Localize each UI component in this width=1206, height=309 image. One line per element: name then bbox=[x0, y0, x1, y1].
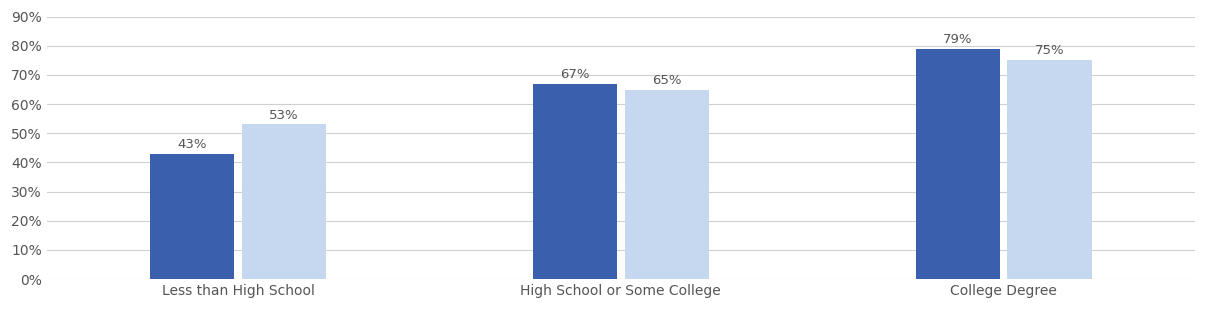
Bar bbox=[533, 84, 617, 279]
Text: 67%: 67% bbox=[560, 68, 590, 81]
Bar bbox=[242, 125, 326, 279]
Bar bbox=[1007, 60, 1091, 279]
Bar bbox=[150, 154, 234, 279]
Text: 53%: 53% bbox=[269, 108, 299, 121]
Text: 79%: 79% bbox=[943, 33, 972, 46]
Text: 43%: 43% bbox=[177, 138, 207, 151]
Text: 65%: 65% bbox=[652, 74, 681, 87]
Bar bbox=[625, 90, 709, 279]
Bar bbox=[915, 49, 1000, 279]
Text: 75%: 75% bbox=[1035, 44, 1064, 57]
